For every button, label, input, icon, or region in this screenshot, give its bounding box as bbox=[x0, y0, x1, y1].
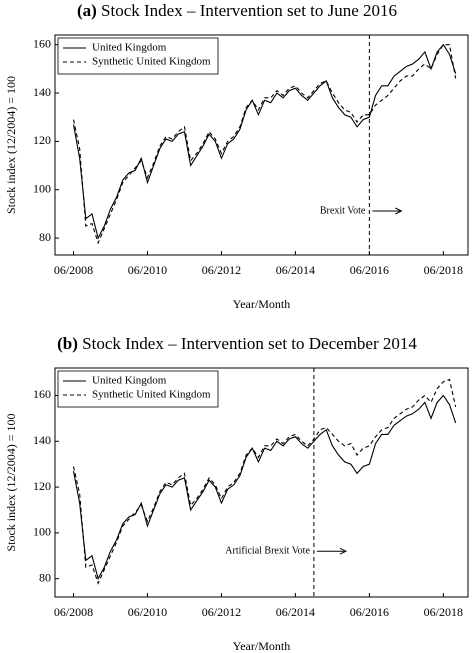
y-tick-label: 80 bbox=[39, 230, 51, 244]
arrow-head bbox=[395, 207, 403, 215]
y-tick-label: 160 bbox=[33, 36, 51, 50]
legend-label: Synthetic United Kingdom bbox=[92, 56, 211, 68]
title-text: Stock Index – Intervention set to June 2… bbox=[101, 1, 397, 20]
y-tick-label: 120 bbox=[33, 479, 51, 493]
x-tick-label: 06/2016 bbox=[350, 605, 389, 619]
series-line bbox=[72, 44, 457, 245]
series-line bbox=[72, 378, 457, 585]
y-axis-label: Stock index (12/2004) = 100 bbox=[4, 76, 18, 214]
y-axis-label: Stock index (12/2004) = 100 bbox=[4, 413, 18, 551]
plot-frame bbox=[54, 367, 469, 598]
y-tick-label: 140 bbox=[33, 433, 51, 447]
annotation: Artificial Brexit Vote bbox=[225, 545, 310, 556]
x-tick-label: 06/2010 bbox=[128, 605, 167, 619]
x-tick-label: 06/2014 bbox=[276, 605, 315, 619]
y-tick-label: 160 bbox=[33, 387, 51, 401]
x-tick-label: 06/2018 bbox=[424, 605, 463, 619]
y-tick-label: 100 bbox=[33, 525, 51, 539]
x-tick-label: 06/2012 bbox=[202, 605, 241, 619]
arrow-head bbox=[339, 547, 348, 555]
x-tick-label: 06/2016 bbox=[350, 263, 389, 277]
x-tick-label: 06/2008 bbox=[54, 605, 93, 619]
panel-label: (b) bbox=[57, 334, 78, 353]
legend-label: Synthetic United Kingdom bbox=[92, 389, 211, 401]
legend-label: United Kingdom bbox=[92, 375, 167, 387]
y-tick-label: 140 bbox=[33, 85, 51, 99]
chart-title: (a) Stock Index – Intervention set to Ju… bbox=[77, 1, 397, 20]
series-line bbox=[72, 43, 457, 240]
y-tick-label: 100 bbox=[33, 181, 51, 195]
x-tick-label: 06/2010 bbox=[128, 263, 167, 277]
y-tick-label: 120 bbox=[33, 133, 51, 147]
title-text: Stock Index – Intervention set to Decemb… bbox=[82, 334, 417, 353]
legend-box bbox=[57, 37, 219, 75]
y-tick-label: 80 bbox=[39, 570, 51, 584]
x-tick-label: 06/2014 bbox=[276, 263, 315, 277]
x-tick-label: 06/2008 bbox=[54, 263, 93, 277]
legend-box bbox=[57, 370, 219, 408]
legend-label: United Kingdom bbox=[92, 42, 167, 54]
plot-frame bbox=[54, 34, 469, 256]
x-tick-label: 06/2018 bbox=[424, 263, 463, 277]
chart-title: (b) Stock Index – Intervention set to De… bbox=[57, 334, 417, 353]
annotation: Brexit Vote bbox=[320, 205, 366, 216]
x-axis-label: Year/Month bbox=[233, 639, 290, 653]
x-tick-label: 06/2012 bbox=[202, 263, 241, 277]
panel-label: (a) bbox=[77, 1, 97, 20]
x-axis-label: Year/Month bbox=[233, 297, 290, 311]
